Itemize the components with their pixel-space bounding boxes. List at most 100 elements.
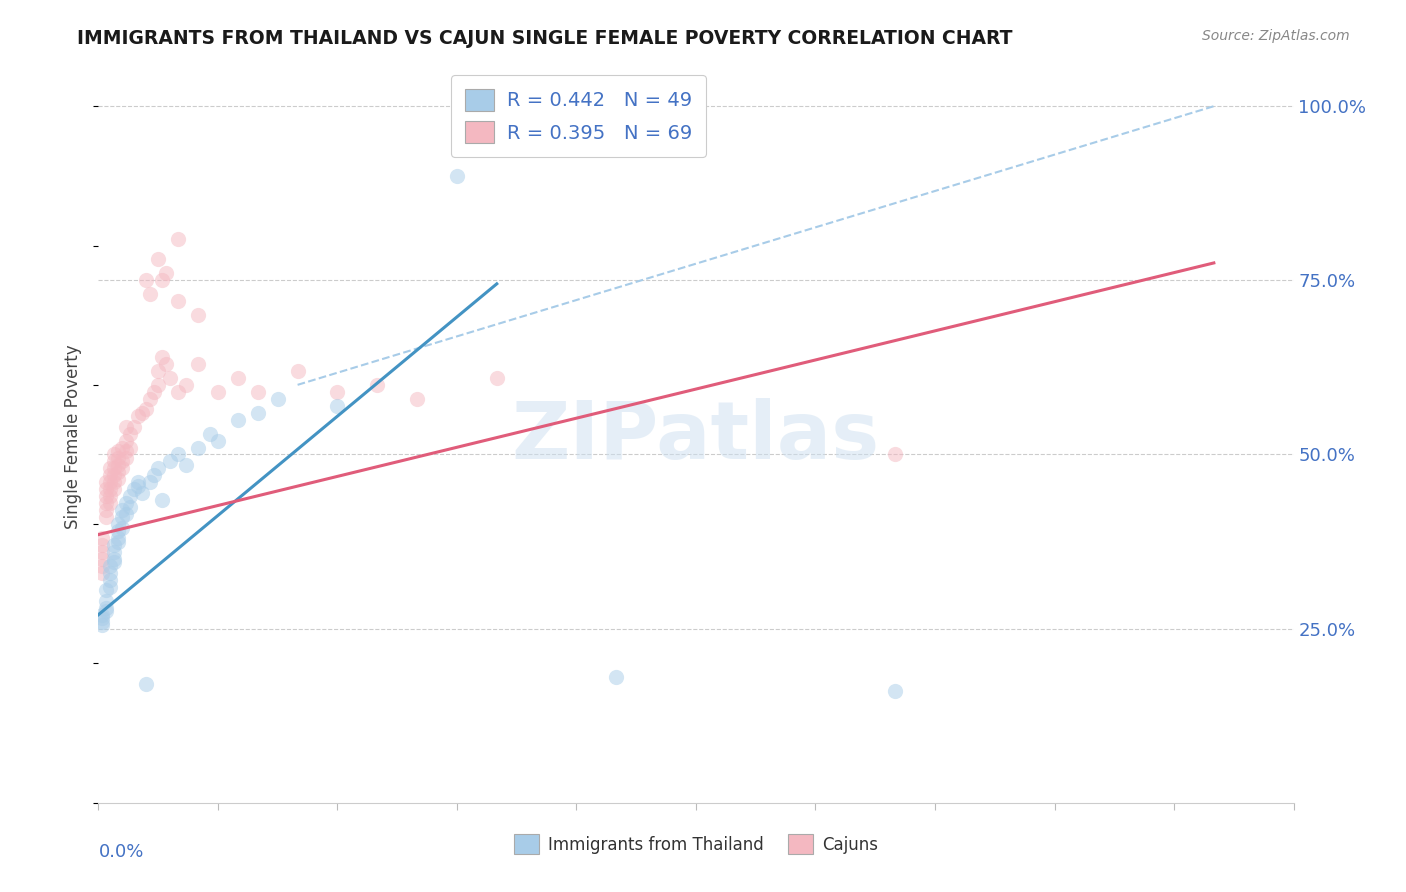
Point <box>98 475 122 490</box>
Point <box>91 607 114 622</box>
Point <box>120 500 142 514</box>
Point <box>884 448 907 462</box>
Point <box>111 441 134 455</box>
Point <box>135 402 157 417</box>
Point <box>226 371 249 385</box>
Point <box>207 384 229 399</box>
Point <box>127 409 149 424</box>
Point <box>139 287 162 301</box>
Point <box>366 377 388 392</box>
Point <box>103 545 125 559</box>
Point <box>96 583 118 598</box>
Point <box>98 558 122 573</box>
Point <box>159 371 181 385</box>
Point <box>207 434 229 448</box>
Point <box>139 475 162 490</box>
Point <box>159 454 181 468</box>
Point <box>98 496 122 510</box>
Point <box>150 492 173 507</box>
Point <box>96 594 118 608</box>
Text: IMMIGRANTS FROM THAILAND VS CAJUN SINGLE FEMALE POVERTY CORRELATION CHART: IMMIGRANTS FROM THAILAND VS CAJUN SINGLE… <box>77 29 1012 48</box>
Point <box>167 231 190 245</box>
Point <box>115 496 138 510</box>
Point <box>98 468 122 483</box>
Point <box>115 434 138 448</box>
Point <box>143 384 166 399</box>
Point <box>187 441 209 455</box>
Point <box>103 461 125 475</box>
Point <box>98 461 122 475</box>
Point <box>884 684 907 698</box>
Point <box>150 350 173 364</box>
Point <box>96 483 118 497</box>
Point <box>96 600 118 615</box>
Point <box>148 377 170 392</box>
Point <box>91 558 114 573</box>
Point <box>107 524 129 538</box>
Point <box>246 406 269 420</box>
Point <box>111 461 134 475</box>
Point <box>167 384 190 399</box>
Point <box>148 461 170 475</box>
Point <box>131 485 153 500</box>
Point <box>226 412 249 426</box>
Point <box>103 468 125 483</box>
Point <box>127 479 149 493</box>
Point <box>91 538 114 552</box>
Point <box>148 252 170 267</box>
Point <box>124 419 146 434</box>
Point <box>115 507 138 521</box>
Point <box>187 357 209 371</box>
Point <box>91 545 114 559</box>
Point <box>120 489 142 503</box>
Point <box>91 611 114 625</box>
Point <box>96 510 118 524</box>
Point <box>246 384 269 399</box>
Point <box>111 454 134 468</box>
Point <box>103 552 125 566</box>
Point <box>148 364 170 378</box>
Point <box>267 392 290 406</box>
Point <box>96 489 118 503</box>
Point <box>135 273 157 287</box>
Point <box>115 444 138 458</box>
Point <box>103 454 125 468</box>
Point <box>96 604 118 618</box>
Y-axis label: Single Female Poverty: Single Female Poverty <box>65 345 83 529</box>
Point <box>605 670 627 684</box>
Point <box>96 475 118 490</box>
Point <box>155 266 177 280</box>
Point <box>107 534 129 549</box>
Point <box>135 677 157 691</box>
Point <box>107 465 129 479</box>
Point <box>167 294 190 309</box>
Point <box>98 489 122 503</box>
Point <box>107 472 129 486</box>
Point <box>485 371 508 385</box>
Point <box>98 573 122 587</box>
Point <box>127 475 149 490</box>
Point <box>107 450 129 465</box>
Point <box>446 169 468 183</box>
Point <box>107 517 129 532</box>
Text: Source: ZipAtlas.com: Source: ZipAtlas.com <box>1202 29 1350 44</box>
Point <box>91 566 114 580</box>
Point <box>326 399 349 413</box>
Point <box>96 496 118 510</box>
Legend: Immigrants from Thailand, Cajuns: Immigrants from Thailand, Cajuns <box>508 828 884 860</box>
Point <box>91 552 114 566</box>
Point <box>98 580 122 594</box>
Text: 0.0%: 0.0% <box>98 843 143 861</box>
Point <box>98 566 122 580</box>
Point <box>107 444 129 458</box>
Point <box>406 392 429 406</box>
Point <box>103 475 125 490</box>
Point <box>124 483 146 497</box>
Point <box>98 483 122 497</box>
Point <box>287 364 309 378</box>
Point <box>174 458 197 472</box>
Point <box>91 615 114 629</box>
Point <box>167 448 190 462</box>
Point <box>131 406 153 420</box>
Point <box>103 538 125 552</box>
